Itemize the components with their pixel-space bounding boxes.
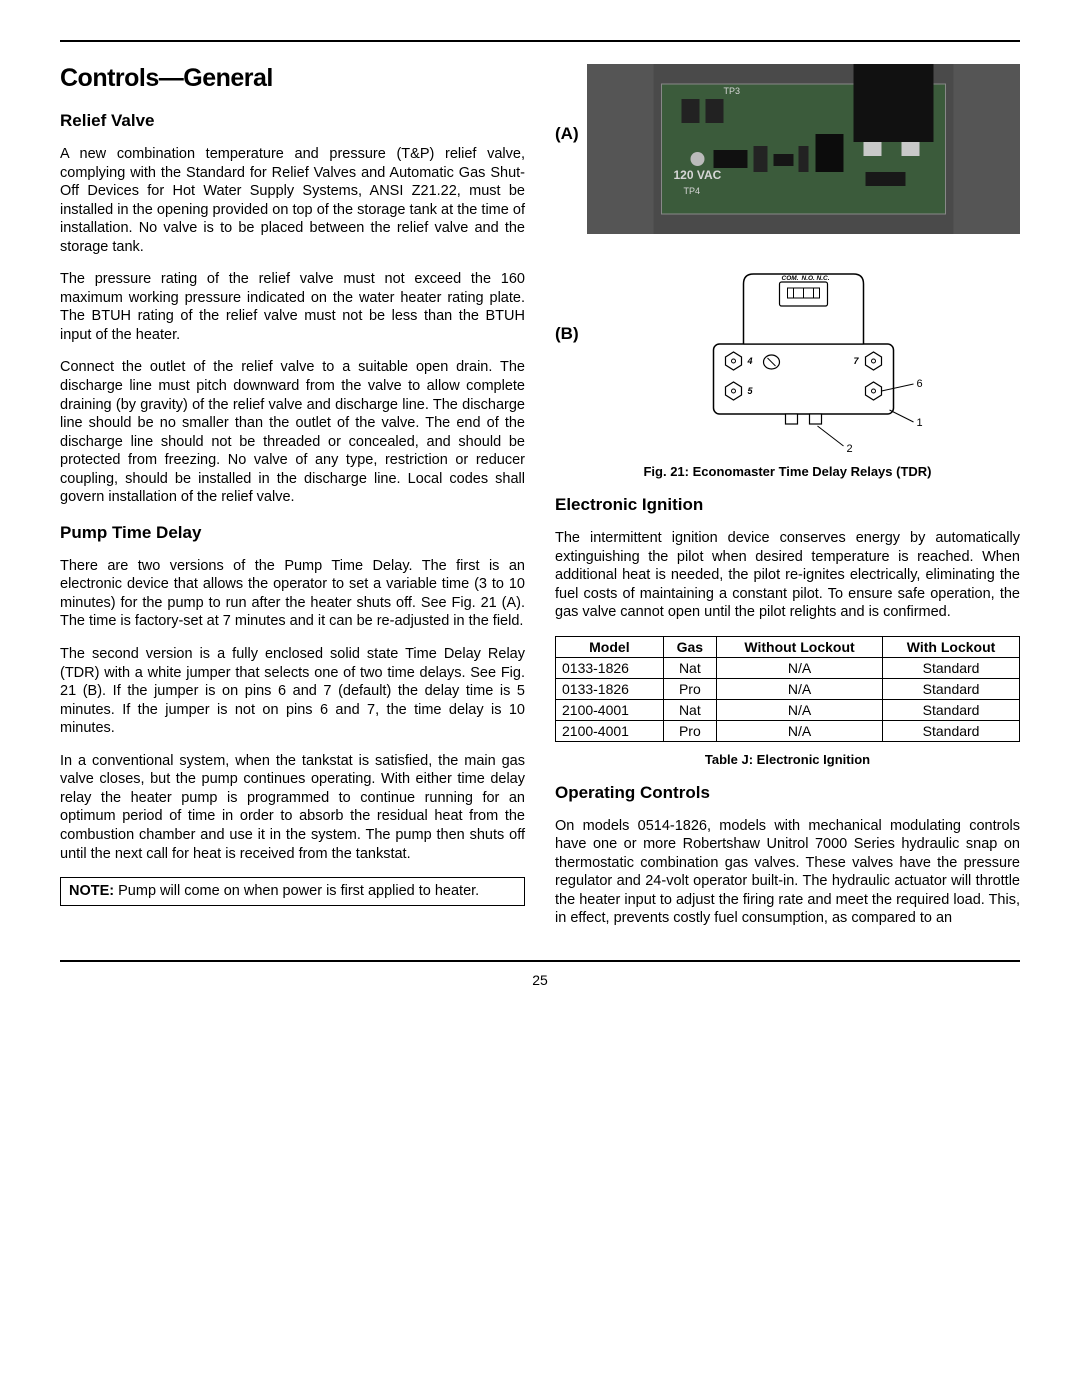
pump-delay-p3: In a conventional system, when the tanks…: [60, 752, 525, 863]
th-with: With Lockout: [883, 636, 1020, 657]
pcb-svg-icon: 120 VAC TP3 TP4: [587, 64, 1020, 234]
td-model: 0133-1826: [556, 678, 664, 699]
td-gas: Pro: [663, 678, 716, 699]
table-caption: Table J: Electronic Ignition: [555, 752, 1020, 767]
td-with: Standard: [883, 657, 1020, 678]
td-model: 2100-4001: [556, 720, 664, 741]
page-number: 25: [60, 972, 1020, 988]
ignition-table: Model Gas Without Lockout With Lockout 0…: [555, 636, 1020, 742]
th-gas: Gas: [663, 636, 716, 657]
relay-pin6-label: 6: [917, 378, 923, 390]
td-with: Standard: [883, 720, 1020, 741]
td-with: Standard: [883, 678, 1020, 699]
td-gas: Nat: [663, 699, 716, 720]
pcb-photo-icon: 120 VAC TP3 TP4: [587, 64, 1020, 234]
top-rule: [60, 40, 1020, 42]
relay-pin4-label: 4: [747, 356, 753, 366]
table-row: 2100-4001 Pro N/A Standard: [556, 720, 1020, 741]
relief-valve-p1: A new combination temperature and pressu…: [60, 145, 525, 256]
th-without: Without Lockout: [716, 636, 882, 657]
relay-nc-label: N.C.: [817, 275, 830, 282]
td-without: N/A: [716, 678, 882, 699]
bottom-rule: [60, 960, 1020, 962]
pcb-tp4-text: TP4: [684, 186, 701, 196]
th-model: Model: [556, 636, 664, 657]
pump-delay-heading: Pump Time Delay: [60, 523, 525, 543]
table-row: 2100-4001 Nat N/A Standard: [556, 699, 1020, 720]
td-model: 2100-4001: [556, 699, 664, 720]
relay-no-label: N.O.: [802, 275, 816, 282]
figure-b-wrap: (B) COM. N.O. N.C. 4: [555, 244, 1020, 454]
left-column: Controls—General Relief Valve A new comb…: [60, 64, 525, 942]
pump-delay-p1: There are two versions of the Pump Time …: [60, 557, 525, 631]
relief-valve-p2: The pressure rating of the relief valve …: [60, 270, 525, 344]
table-row: 0133-1826 Nat N/A Standard: [556, 657, 1020, 678]
relay-pin2-label: 2: [847, 443, 853, 454]
td-without: N/A: [716, 657, 882, 678]
pcb-120vac-text: 120 VAC: [674, 168, 722, 182]
relay-com-label: COM.: [782, 275, 799, 282]
td-model: 0133-1826: [556, 657, 664, 678]
electronic-ignition-heading: Electronic Ignition: [555, 495, 1020, 515]
figure-a-label: (A): [555, 64, 587, 144]
figure-caption: Fig. 21: Economaster Time Delay Relays (…: [555, 464, 1020, 479]
table-row: 0133-1826 Pro N/A Standard: [556, 678, 1020, 699]
relief-valve-p3: Connect the outlet of the relief valve t…: [60, 358, 525, 506]
pump-delay-p2: The second version is a fully enclosed s…: [60, 645, 525, 738]
section-title: Controls—General: [60, 64, 525, 93]
td-gas: Pro: [663, 720, 716, 741]
operating-controls-heading: Operating Controls: [555, 783, 1020, 803]
relay-pin1-label: 1: [917, 417, 923, 429]
note-text: Pump will come on when power is first ap…: [114, 883, 479, 899]
relief-valve-heading: Relief Valve: [60, 111, 525, 131]
figure-a-wrap: (A): [555, 64, 1020, 234]
td-gas: Nat: [663, 657, 716, 678]
td-with: Standard: [883, 699, 1020, 720]
electronic-ignition-p1: The intermittent ignition device conserv…: [555, 529, 1020, 622]
two-column-layout: Controls—General Relief Valve A new comb…: [60, 64, 1020, 942]
table-header-row: Model Gas Without Lockout With Lockout: [556, 636, 1020, 657]
operating-controls-p1: On models 0514-1826, models with mechani…: [555, 817, 1020, 928]
td-without: N/A: [716, 720, 882, 741]
note-box: NOTE: Pump will come on when power is fi…: [60, 877, 525, 906]
relay-diagram-icon: COM. N.O. N.C. 4 5 7 6: [587, 244, 1020, 454]
figure-b-label: (B): [555, 244, 587, 344]
note-label: NOTE:: [69, 883, 114, 899]
right-column: (A): [555, 64, 1020, 942]
td-without: N/A: [716, 699, 882, 720]
pcb-tp3-text: TP3: [724, 86, 741, 96]
